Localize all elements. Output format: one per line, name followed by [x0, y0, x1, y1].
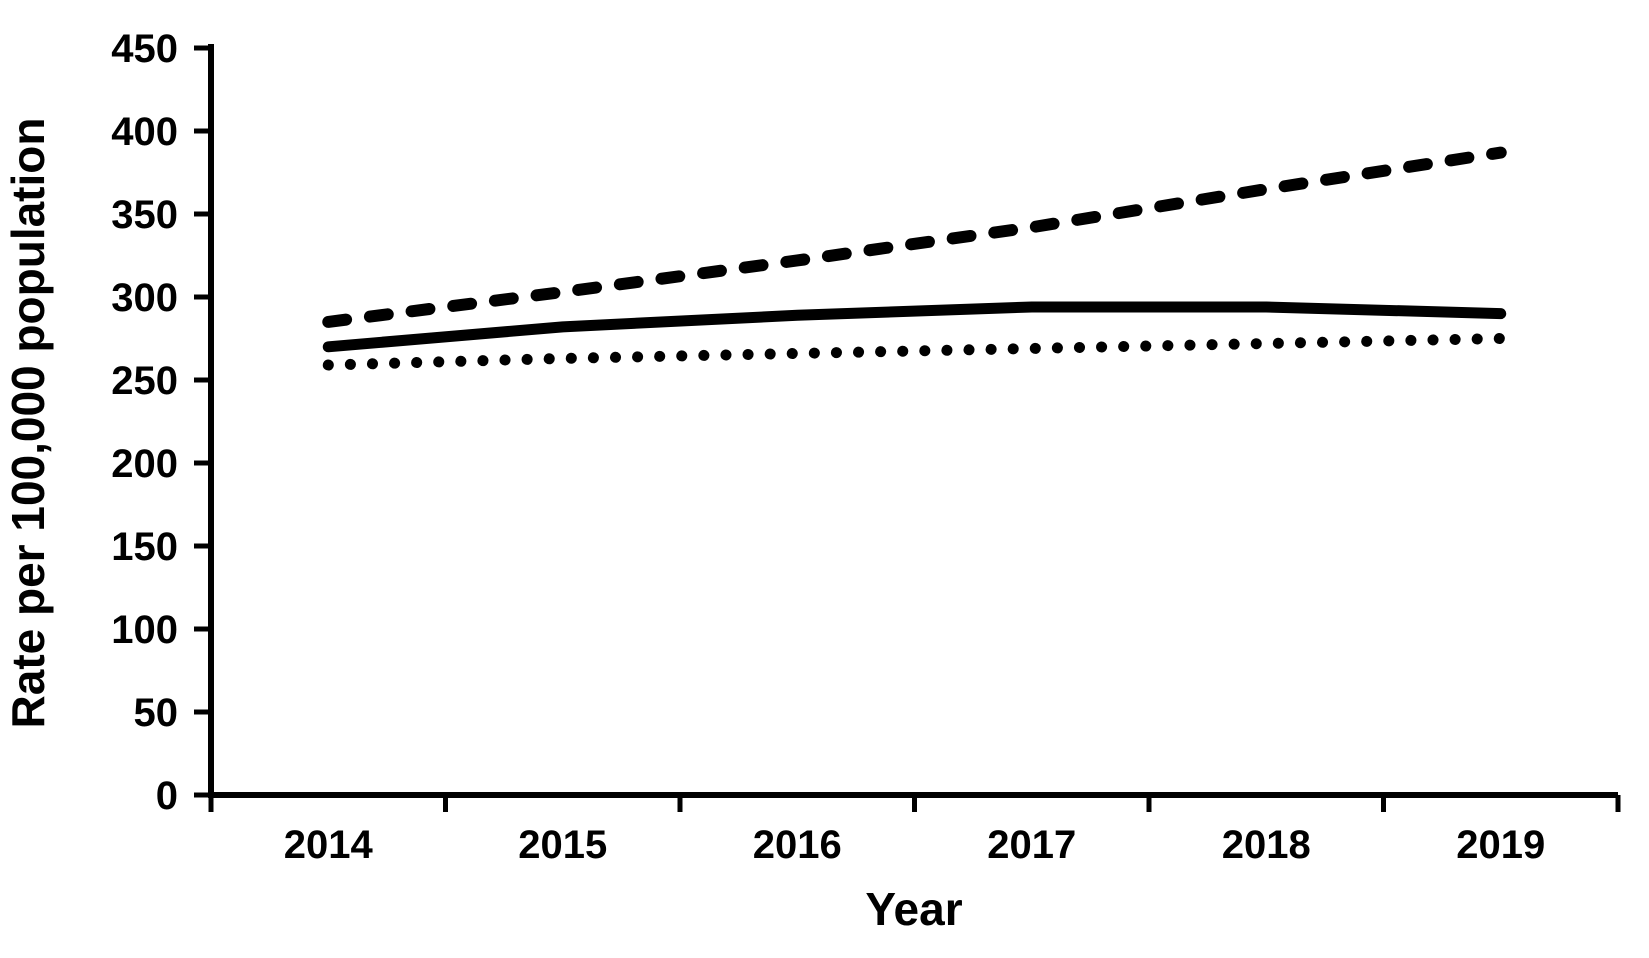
y-tick-label: 0 — [156, 774, 178, 818]
x-tick-label: 2015 — [518, 823, 607, 867]
data-series — [322, 146, 1507, 371]
axis-ticks — [194, 45, 1621, 812]
y-axis-title: Rate per 100,000 population — [2, 118, 54, 729]
y-tick-label: 350 — [111, 193, 178, 237]
axis-tick-labels: 0 50 100 150 200 250 300 350 400 450 2014 2015 2016 2… — [111, 27, 1545, 867]
y-tick-label: 200 — [111, 442, 178, 486]
y-tick-label: 50 — [134, 691, 179, 735]
x-tick-label: 2018 — [1222, 823, 1311, 867]
x-tick-label: 2016 — [753, 823, 842, 867]
y-tick-label: 150 — [111, 525, 178, 569]
x-tick-label: 2017 — [987, 823, 1076, 867]
y-tick-label: 100 — [111, 608, 178, 652]
x-tick-label: 2019 — [1456, 823, 1545, 867]
x-axis-title: Year — [865, 883, 962, 935]
lower-dotted-series-line — [322, 333, 1507, 371]
x-tick-label: 2014 — [284, 823, 374, 867]
y-tick-label: 300 — [111, 276, 178, 320]
y-tick-label: 450 — [111, 27, 178, 71]
y-tick-label: 250 — [111, 359, 178, 403]
upper-dashed-series-line — [322, 146, 1507, 328]
axes — [208, 44, 1618, 798]
middle-solid-series-line — [322, 301, 1507, 353]
y-tick-label: 400 — [111, 110, 178, 154]
